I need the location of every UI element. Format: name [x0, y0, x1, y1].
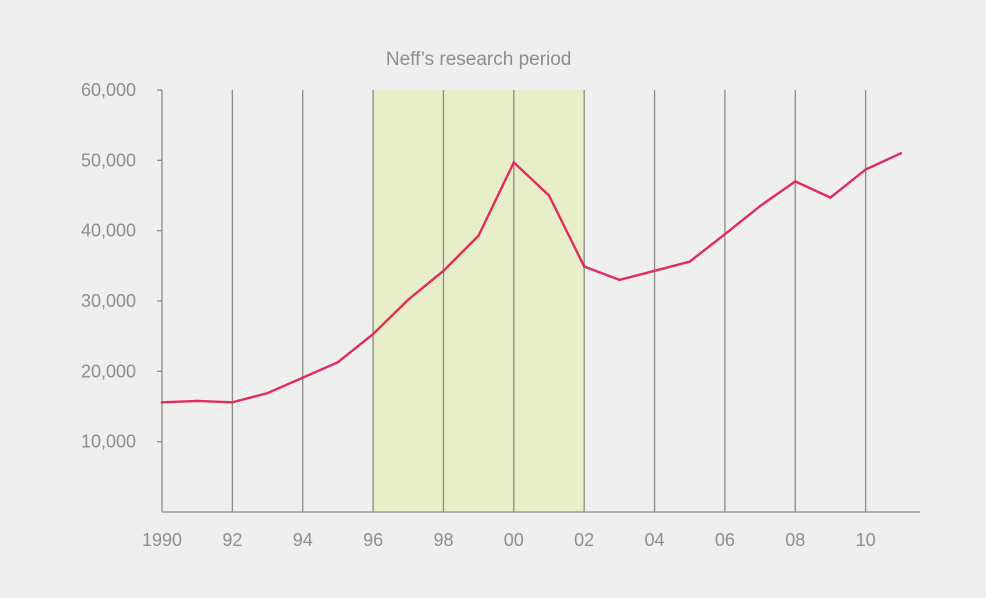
x-tick-label: 00	[504, 530, 524, 550]
y-tick-label: 30,000	[81, 291, 136, 311]
data-point-1991	[195, 399, 199, 403]
y-tick-label: 10,000	[81, 432, 136, 452]
data-point-1996	[371, 332, 375, 336]
x-tick-label: 98	[433, 530, 453, 550]
data-point-2011	[899, 152, 903, 155]
data-point-2001	[547, 194, 551, 197]
x-tick-label: 02	[574, 530, 594, 550]
highlight-band	[373, 90, 585, 512]
data-point-2003	[618, 278, 621, 282]
data-point-1997	[407, 298, 410, 301]
data-point-2010	[864, 168, 867, 171]
y-tick-label: 50,000	[81, 150, 136, 170]
data-point-2004	[653, 269, 656, 272]
x-tick-label: 10	[856, 530, 876, 550]
x-tick-label: 08	[785, 530, 805, 550]
data-point-2002	[582, 265, 586, 268]
x-tick-label: 06	[715, 530, 735, 550]
y-tick-label: 20,000	[81, 361, 136, 381]
data-point-1998	[442, 269, 445, 272]
y-tick-label: 40,000	[81, 221, 136, 241]
data-point-1993	[266, 391, 269, 395]
data-point-1992	[231, 401, 234, 404]
band-label: Neff’s research period	[386, 49, 572, 70]
data-point-2009	[829, 196, 832, 199]
x-tick-label: 1990	[142, 530, 182, 550]
data-point-2005	[688, 260, 691, 263]
data-point-2006	[723, 232, 727, 236]
data-point-2007	[758, 204, 762, 208]
y-tick-label: 60,000	[81, 80, 136, 100]
data-point-1995	[336, 360, 340, 364]
series-line-0	[160, 152, 902, 404]
x-tick-label: 94	[293, 530, 313, 550]
data-point-1994	[301, 376, 304, 379]
x-tick-label: 04	[645, 530, 665, 550]
data-point-1999	[477, 234, 480, 237]
x-tick-label: 96	[363, 530, 383, 550]
data-point-1990	[160, 401, 164, 404]
data-point-2008	[794, 180, 797, 183]
x-tick-label: 92	[222, 530, 242, 550]
data-point-2000	[512, 161, 516, 164]
